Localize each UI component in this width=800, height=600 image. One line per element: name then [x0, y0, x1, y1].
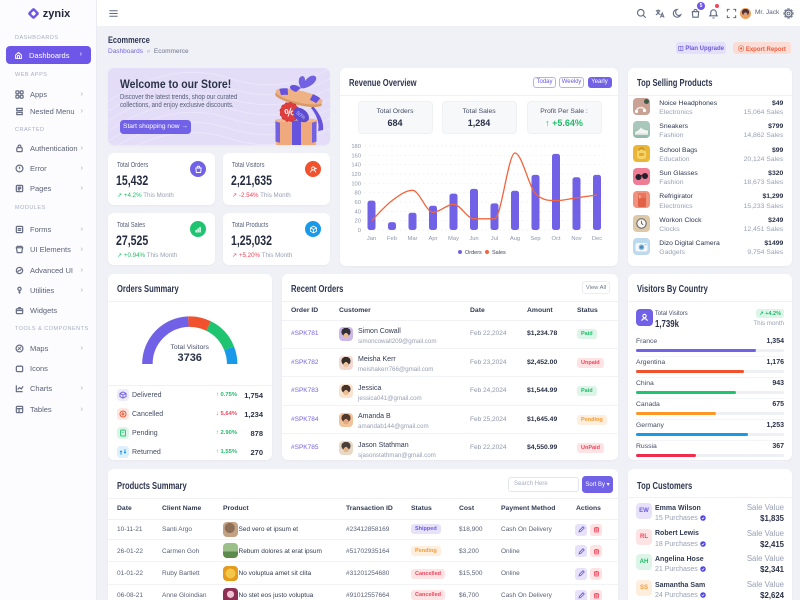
svg-text:100: 100 — [351, 181, 361, 187]
svg-text:%: % — [283, 106, 296, 120]
svg-text:140: 140 — [351, 163, 361, 169]
svg-text:Nov: Nov — [571, 236, 581, 242]
svg-text:160: 160 — [351, 153, 361, 159]
svg-text:50%: 50% — [295, 110, 307, 121]
svg-text:0: 0 — [358, 228, 361, 234]
svg-text:Sep: Sep — [530, 236, 540, 242]
svg-text:Aug: Aug — [510, 236, 520, 242]
svg-text:Sales: Sales — [492, 250, 506, 256]
svg-text:60: 60 — [355, 200, 361, 206]
svg-text:40: 40 — [355, 209, 361, 215]
svg-text:Jun: Jun — [469, 236, 478, 242]
svg-text:Oct: Oct — [551, 236, 560, 242]
svg-text:May: May — [448, 236, 459, 242]
svg-text:Mar: Mar — [408, 236, 418, 242]
svg-text:Dec: Dec — [592, 236, 602, 242]
svg-text:120: 120 — [351, 172, 361, 178]
svg-text:Orders: Orders — [465, 250, 482, 256]
svg-text:80: 80 — [355, 191, 361, 197]
svg-text:20: 20 — [355, 219, 361, 225]
svg-text:Feb: Feb — [387, 236, 397, 242]
svg-text:180: 180 — [351, 144, 361, 150]
svg-text:Jul: Jul — [491, 236, 498, 242]
svg-text:Apr: Apr — [428, 236, 437, 242]
svg-text:3736: 3736 — [177, 352, 201, 364]
svg-text:Total Visitors: Total Visitors — [170, 344, 209, 351]
svg-text:Jan: Jan — [367, 236, 376, 242]
